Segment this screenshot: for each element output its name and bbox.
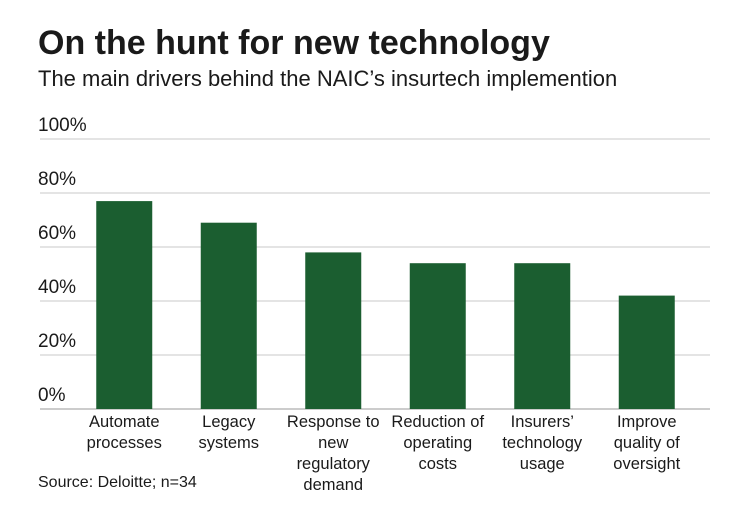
bar <box>200 222 257 409</box>
y-tick-label: 80% <box>38 169 76 190</box>
bar <box>96 201 153 409</box>
x-tick-label: Legacy systems <box>198 413 259 452</box>
bar <box>305 252 362 409</box>
y-tick-label: 100% <box>38 115 87 136</box>
chart-title: On the hunt for new technology <box>38 24 550 62</box>
y-tick-label: 20% <box>38 331 76 352</box>
x-tick-label: Response to new regulatory demand <box>286 413 380 494</box>
y-tick-label: 40% <box>38 277 76 298</box>
source-note: Source: Deloitte; n=34 <box>38 474 197 491</box>
y-tick-label: 0% <box>38 385 66 406</box>
x-tick-label: Insurers’ technology usage <box>502 413 583 473</box>
bar <box>409 263 466 409</box>
x-tick-label: Improve quality of oversight <box>613 413 681 473</box>
bar <box>514 263 571 409</box>
bar <box>618 295 675 409</box>
chart-subtitle: The main drivers behind the NAIC’s insur… <box>38 66 617 91</box>
y-tick-label: 60% <box>38 223 76 244</box>
x-tick-label: Automate processes <box>86 413 162 452</box>
x-tick-label: Reduction of operating costs <box>391 413 485 473</box>
